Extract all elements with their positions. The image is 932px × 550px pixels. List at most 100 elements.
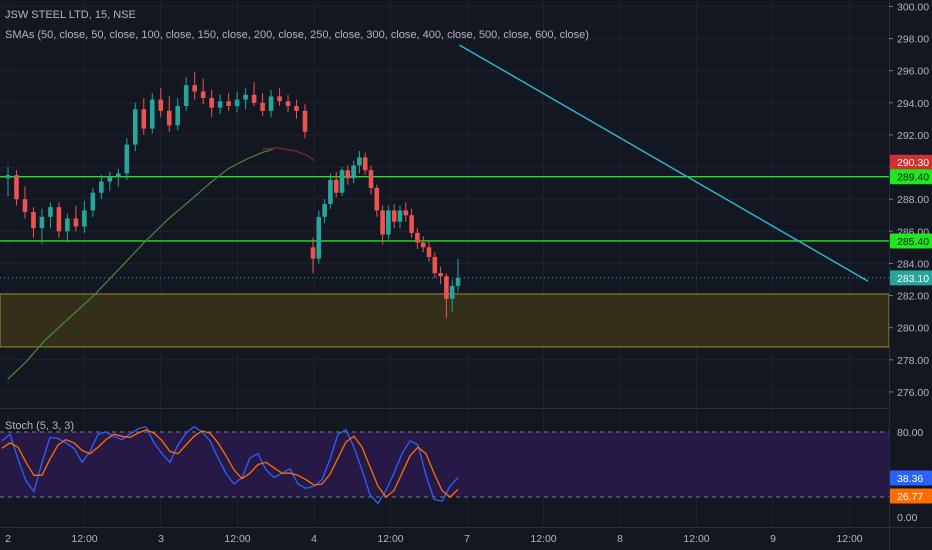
candle-body-15 (132, 109, 138, 145)
stoch-legend: Stoch (5, 3, 3) (5, 420, 75, 432)
price-tag-1 (890, 169, 932, 185)
candle-body-14 (124, 144, 130, 174)
candle-body-57 (432, 257, 438, 274)
y-tick-label-3: 294.00 (897, 98, 929, 110)
candle-body-34 (294, 106, 299, 111)
candle-body-7 (65, 218, 70, 232)
candle-body-43 (351, 165, 356, 179)
candle-body-10 (90, 192, 96, 211)
sma-green-line (7, 148, 273, 380)
candle-body-49 (386, 210, 391, 235)
candle-body-61 (455, 277, 461, 286)
y-tick-label-11: 278.00 (897, 355, 929, 367)
price-tag-0 (890, 154, 932, 170)
trendline (458, 44, 869, 282)
y-tick-label-2: 296.00 (897, 66, 929, 78)
candle-body-38 (322, 204, 327, 217)
stoch-band (0, 432, 889, 497)
price-tag-label-0: 290.30 (897, 157, 929, 169)
candle-body-19 (166, 110, 172, 126)
candle-body-4 (39, 216, 45, 229)
support-zone (0, 293, 890, 348)
candle-body-41 (339, 170, 345, 193)
y-tick-label-9: 282.00 (897, 291, 929, 303)
x-tick-label-1: 12:00 (71, 533, 97, 545)
x-tick-label-6: 7 (464, 533, 470, 545)
candle-body-50 (391, 210, 397, 222)
candle-body-58 (438, 273, 443, 277)
y-tick-label-6: 288.00 (897, 194, 929, 206)
candle-body-8 (73, 218, 79, 227)
x-tick-label-11: 12:00 (836, 533, 862, 545)
stoch-k-line (1, 425, 459, 505)
candle-body-31 (268, 96, 274, 111)
candle-body-1 (14, 175, 19, 200)
candle-body-12 (107, 176, 113, 182)
x-tick-label-9: 12:00 (683, 533, 709, 545)
x-tick-label-4: 4 (311, 533, 317, 545)
stoch-tag-label-1: 26.77 (897, 491, 923, 503)
stoch-y-tick-label-0: 80.00 (897, 427, 923, 439)
candle-body-25 (217, 101, 223, 108)
candle-body-29 (251, 94, 257, 103)
price-tag-label-1: 289.40 (897, 172, 929, 184)
price-tag-3 (890, 270, 932, 286)
candle-body-36 (310, 247, 316, 259)
candle-body-16 (141, 109, 147, 129)
candle-body-22 (192, 85, 197, 92)
candle-body-48 (380, 210, 385, 235)
x-tick-label-10: 9 (770, 533, 776, 545)
candle-body-55 (420, 242, 426, 248)
candle-body-45 (362, 157, 368, 171)
candle-body-21 (183, 85, 189, 107)
stoch-tag-0 (890, 470, 932, 486)
candle-body-23 (200, 91, 206, 98)
candle-body-53 (409, 215, 414, 233)
candle-body-11 (99, 181, 104, 193)
stoch-tag-label-0: 38.36 (897, 473, 923, 485)
candle-body-24 (209, 97, 214, 108)
candle-body-6 (56, 207, 62, 232)
sma-legend: SMAs (50, close, 50, close, 100, close, … (5, 29, 589, 41)
candle-body-52 (403, 210, 409, 216)
candle-body-26 (226, 101, 231, 107)
candle-body-47 (374, 187, 380, 211)
x-tick-label-3: 12:00 (224, 533, 250, 545)
candle-body-30 (260, 102, 265, 111)
candle-body-9 (82, 210, 87, 227)
x-tick-label-0: 2 (5, 533, 11, 545)
x-tick-label-7: 12:00 (530, 533, 556, 545)
x-tick-label-5: 12:00 (377, 533, 403, 545)
candle-body-59 (444, 276, 449, 299)
candle-body-20 (175, 106, 181, 126)
candle-body-0 (5, 175, 11, 179)
y-tick-label-12: 276.00 (897, 387, 929, 399)
candle-body-13 (116, 173, 121, 177)
candle-body-5 (48, 207, 53, 217)
candle-body-46 (368, 170, 374, 188)
y-tick-label-4: 292.00 (897, 130, 929, 142)
candle-body-2 (22, 199, 28, 213)
candle-body-28 (243, 94, 248, 100)
candle-body-39 (328, 179, 333, 204)
stoch-d-line (1, 429, 459, 498)
candle-body-37 (316, 216, 322, 259)
symbol-title: JSW STEEL LTD, 15, NSE (5, 9, 136, 21)
candle-body-32 (277, 96, 282, 102)
candle-body-27 (234, 99, 240, 107)
candle-body-17 (149, 99, 155, 129)
candle-body-51 (397, 210, 403, 222)
candle-body-60 (449, 285, 455, 299)
candle-body-35 (302, 110, 308, 132)
price-tag-label-3: 283.10 (897, 273, 929, 285)
x-tick-label-2: 3 (158, 533, 164, 545)
candle-body-54 (415, 232, 420, 243)
candle-body-40 (333, 179, 339, 193)
y-tick-label-0: 300.00 (897, 1, 929, 13)
candle-body-33 (285, 101, 291, 107)
candle-body-56 (426, 247, 432, 258)
y-tick-label-8: 284.00 (897, 258, 929, 270)
stoch-tag-1 (890, 488, 932, 504)
candle-body-44 (357, 157, 362, 166)
